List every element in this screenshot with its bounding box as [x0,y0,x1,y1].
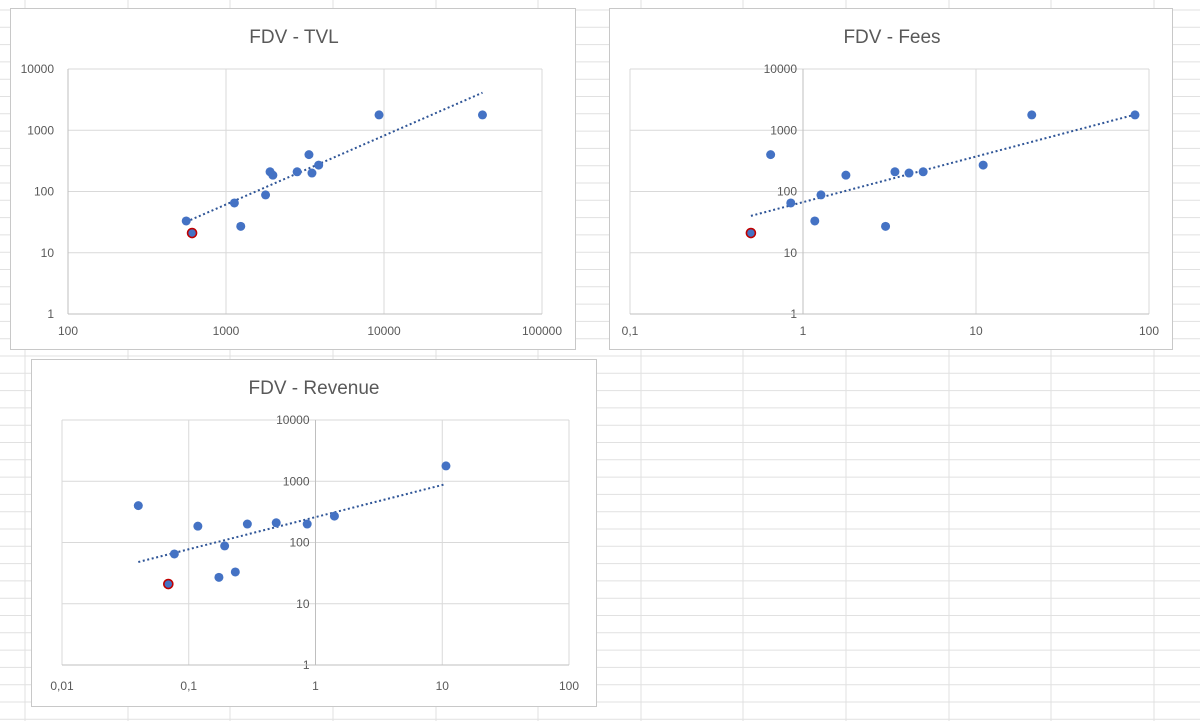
data-point [268,170,278,180]
data-point [841,170,851,180]
data-point [181,216,191,226]
data-point [329,511,339,521]
highlighted-data-point [745,227,757,239]
chart-fdv-tvl[interactable]: FDV - TVL 1 10 100 1000 10000 100 1000 10000 1000… [10,8,576,350]
y-tick-label: 1 [47,307,54,321]
data-point [230,567,240,577]
trendline [185,91,483,223]
data-point [904,168,914,178]
chart-fdv-revenue[interactable]: FDV - Revenue 1 10 100 1000 10000 0,01 0,1 1 10 10… [31,359,597,707]
data-point [881,221,891,231]
y-tick-label: 10 [784,246,798,260]
y-tick-label: 10000 [276,413,310,427]
y-tick-label: 100 [34,185,54,199]
x-tick-label: 10 [436,679,450,693]
data-point [890,167,900,177]
y-tick-label: 100 [777,185,797,199]
data-point [1027,110,1037,120]
highlighted-data-point [163,578,174,590]
y-tick-label: 10 [41,246,55,260]
y-tick-label: 100 [289,536,309,550]
data-point [1130,110,1140,120]
data-point [477,110,487,120]
x-tick-label: 1000 [213,324,240,338]
chart-fdv-fees[interactable]: FDV - Fees 1 10 100 1000 10000 0,1 1 10 100 [609,8,1173,350]
chart-title: FDV - TVL [249,27,338,48]
x-tick-label: 10 [969,324,983,338]
data-point [169,549,179,559]
data-point [133,501,143,511]
data-point [918,167,928,177]
data-point [816,190,826,200]
x-tick-label: 100000 [522,324,562,338]
y-tick-label: 10000 [764,62,798,76]
trendline [750,113,1136,217]
data-point [374,110,384,120]
x-tick-label: 0,1 [622,324,639,338]
data-point [220,541,230,551]
y-tick-label: 1000 [770,123,797,137]
data-point [236,221,246,231]
data-point [786,198,796,208]
y-tick-label: 10 [296,597,310,611]
data-point [229,198,239,208]
data-point [271,518,281,528]
y-tick-label: 10000 [21,62,55,76]
data-point [307,168,317,178]
data-point [810,216,820,226]
chart-title: FDV - Fees [843,27,940,48]
trendline [138,483,447,563]
x-tick-label: 10000 [367,324,401,338]
data-point [766,150,776,160]
y-tick-label: 1000 [27,123,54,137]
data-point [242,519,252,529]
x-tick-label: 0,01 [50,679,74,693]
data-point [314,160,324,170]
x-tick-label: 1 [312,679,319,693]
x-tick-label: 100 [1139,324,1159,338]
data-point [292,167,302,177]
highlighted-data-point [186,227,198,239]
y-tick-label: 1000 [283,474,310,488]
x-tick-label: 0,1 [180,679,197,693]
data-point [441,461,451,471]
data-point [302,519,312,529]
data-point [978,160,988,170]
data-point [304,150,314,160]
chart-fdv-tvl-plot: FDV - TVL 1 10 100 1000 10000 100 1000 10000 1000… [21,27,563,338]
data-point [261,190,271,200]
x-tick-label: 100 [559,679,579,693]
data-point [214,572,224,582]
chart-title: FDV - Revenue [249,378,380,399]
x-tick-label: 100 [58,324,78,338]
data-point [193,521,203,531]
x-tick-label: 1 [800,324,807,338]
